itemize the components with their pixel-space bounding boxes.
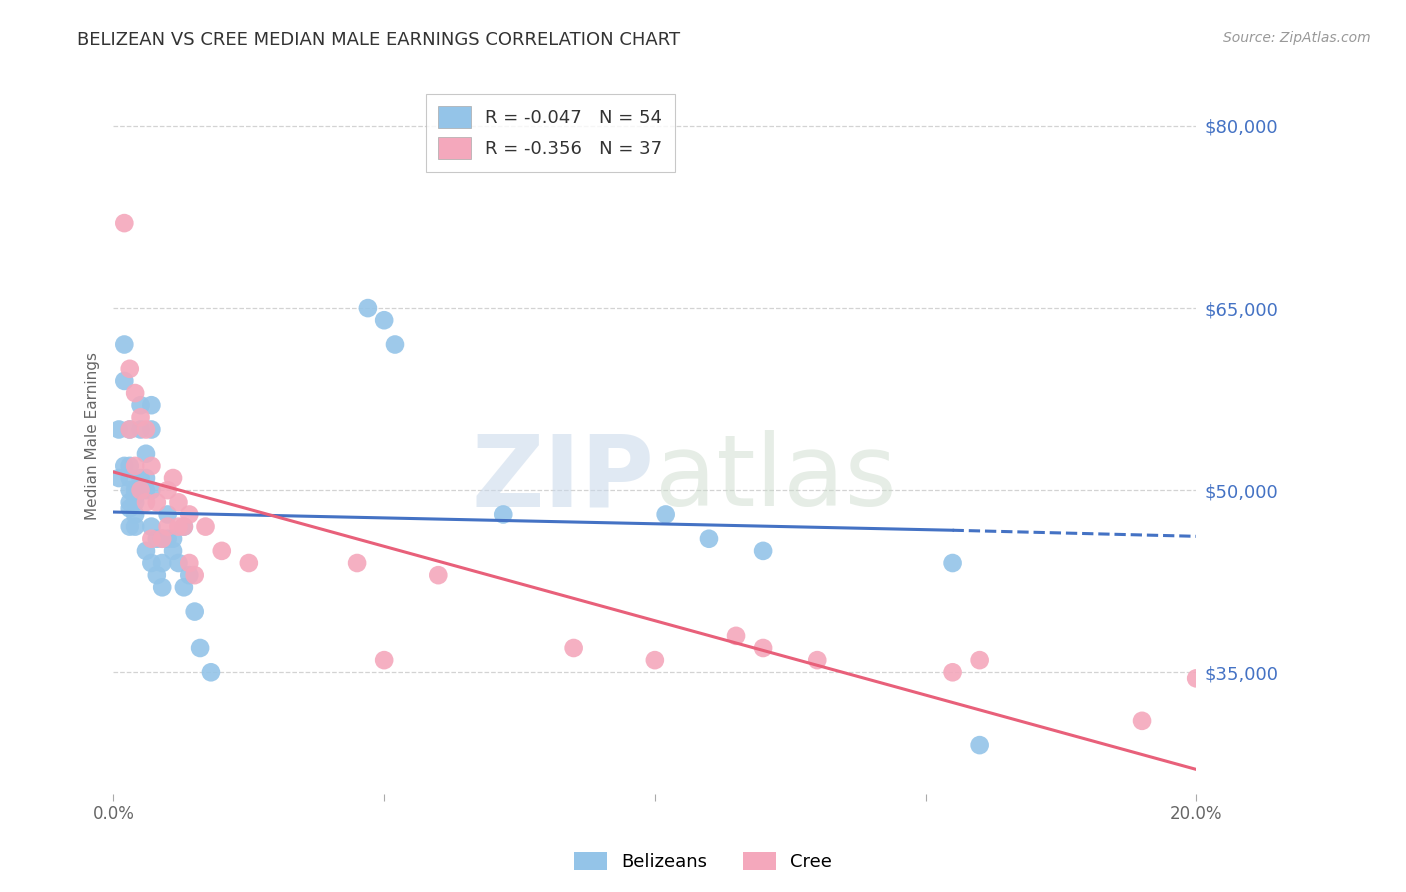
Point: [124, 483, 146, 498]
Point: [118, 422, 141, 436]
Point: [156, 483, 179, 498]
Point: [492, 508, 515, 522]
Point: [167, 495, 190, 509]
Text: Source: ZipAtlas.com: Source: ZipAtlas.com: [1223, 31, 1371, 45]
Point: [112, 216, 135, 230]
Point: [146, 495, 169, 509]
Point: [188, 640, 211, 655]
Point: [211, 544, 233, 558]
Point: [129, 422, 152, 436]
Point: [238, 556, 260, 570]
Point: [752, 544, 775, 558]
Point: [112, 458, 135, 473]
Point: [129, 471, 152, 485]
Point: [179, 508, 201, 522]
Point: [156, 519, 179, 533]
Point: [150, 532, 173, 546]
Point: [118, 471, 141, 485]
Point: [118, 422, 141, 436]
Point: [141, 398, 163, 412]
Point: [156, 532, 179, 546]
Point: [752, 640, 775, 655]
Point: [697, 532, 720, 546]
Point: [124, 489, 146, 503]
Text: ZIP: ZIP: [472, 430, 655, 527]
Point: [129, 398, 152, 412]
Point: [141, 519, 163, 533]
Point: [141, 422, 163, 436]
Point: [124, 519, 146, 533]
Point: [162, 544, 184, 558]
Point: [146, 568, 169, 582]
Point: [427, 568, 450, 582]
Point: [129, 410, 152, 425]
Point: [118, 519, 141, 533]
Point: [124, 386, 146, 401]
Point: [112, 374, 135, 388]
Point: [200, 665, 222, 680]
Point: [942, 556, 965, 570]
Point: [654, 508, 676, 522]
Point: [118, 501, 141, 516]
Point: [969, 738, 991, 752]
Legend: R = -0.047   N = 54, R = -0.356   N = 37: R = -0.047 N = 54, R = -0.356 N = 37: [426, 94, 675, 172]
Point: [384, 337, 406, 351]
Point: [118, 458, 141, 473]
Point: [969, 653, 991, 667]
Point: [373, 313, 395, 327]
Point: [124, 508, 146, 522]
Point: [173, 519, 195, 533]
Point: [141, 556, 163, 570]
Point: [179, 568, 201, 582]
Point: [118, 483, 141, 498]
Point: [562, 640, 585, 655]
Point: [118, 361, 141, 376]
Point: [942, 665, 965, 680]
Point: [150, 556, 173, 570]
Point: [108, 422, 131, 436]
Point: [167, 556, 190, 570]
Y-axis label: Median Male Earnings: Median Male Earnings: [86, 351, 100, 519]
Point: [135, 483, 157, 498]
Point: [167, 519, 190, 533]
Point: [194, 519, 217, 533]
Point: [357, 301, 380, 315]
Point: [156, 508, 179, 522]
Point: [1185, 671, 1208, 685]
Point: [162, 471, 184, 485]
Point: [141, 458, 163, 473]
Point: [135, 422, 157, 436]
Point: [183, 568, 205, 582]
Point: [183, 605, 205, 619]
Point: [124, 458, 146, 473]
Point: [725, 629, 748, 643]
Point: [179, 556, 201, 570]
Point: [124, 495, 146, 509]
Point: [162, 532, 184, 546]
Text: atlas: atlas: [655, 430, 897, 527]
Point: [108, 471, 131, 485]
Point: [373, 653, 395, 667]
Point: [146, 532, 169, 546]
Point: [150, 532, 173, 546]
Legend: Belizeans, Cree: Belizeans, Cree: [567, 845, 839, 879]
Point: [141, 483, 163, 498]
Point: [806, 653, 828, 667]
Point: [135, 544, 157, 558]
Text: BELIZEAN VS CREE MEDIAN MALE EARNINGS CORRELATION CHART: BELIZEAN VS CREE MEDIAN MALE EARNINGS CO…: [77, 31, 681, 49]
Point: [112, 337, 135, 351]
Point: [150, 580, 173, 594]
Point: [173, 580, 195, 594]
Point: [173, 519, 195, 533]
Point: [135, 495, 157, 509]
Point: [141, 532, 163, 546]
Point: [129, 483, 152, 498]
Point: [135, 471, 157, 485]
Point: [644, 653, 666, 667]
Point: [118, 495, 141, 509]
Point: [346, 556, 368, 570]
Point: [1130, 714, 1153, 728]
Point: [135, 447, 157, 461]
